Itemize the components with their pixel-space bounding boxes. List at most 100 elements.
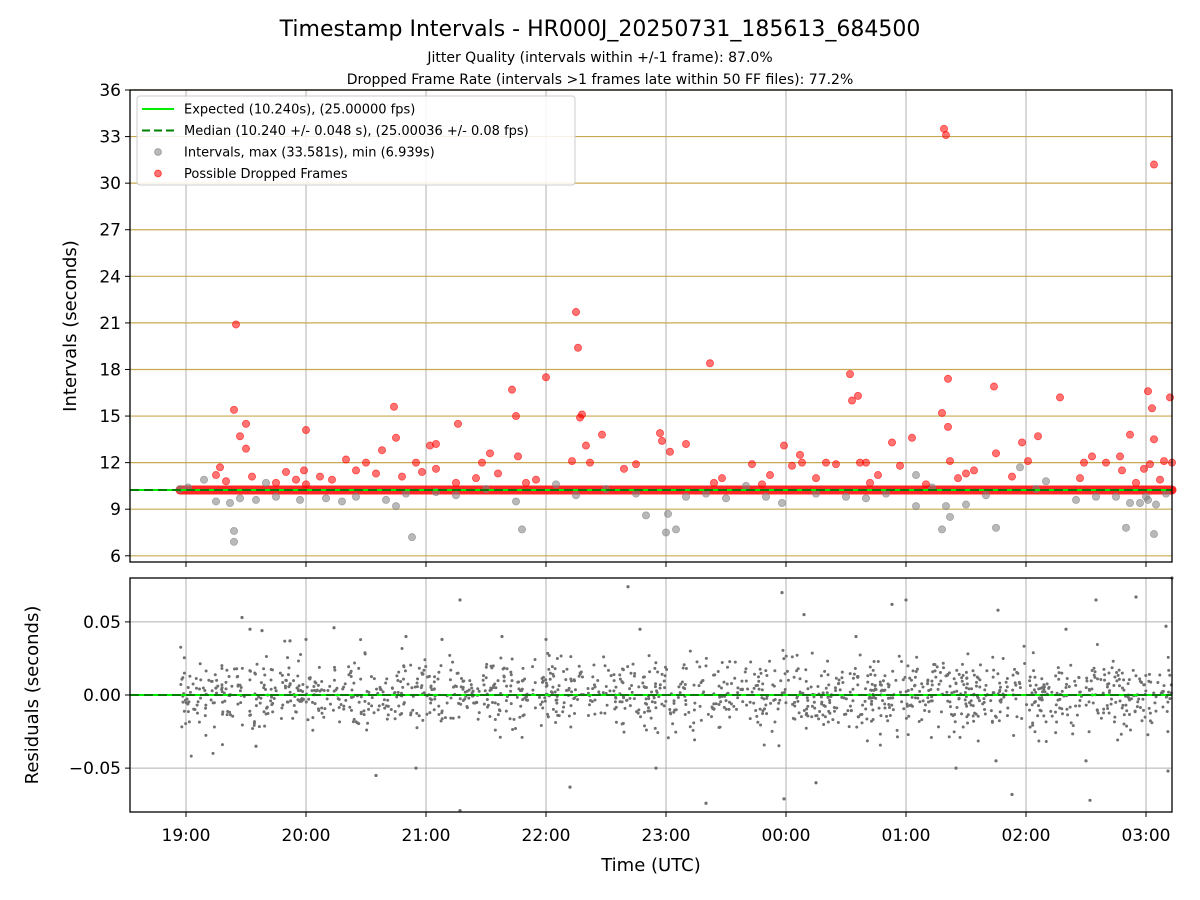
residual-point: [755, 714, 759, 718]
residual-point: [264, 712, 268, 716]
interval-point-16: [391, 502, 400, 511]
residual-point: [948, 700, 952, 704]
residual-point: [363, 651, 367, 655]
residual-point: [680, 680, 684, 684]
residual-point: [375, 687, 379, 691]
intervals-ytick-label-6: 24: [99, 267, 121, 287]
residual-point: [883, 674, 887, 678]
residual-point: [311, 716, 315, 720]
residual-point: [251, 727, 255, 731]
residual-point: [1068, 705, 1072, 709]
residual-point: [273, 686, 277, 690]
residual-point: [553, 690, 557, 694]
residual-point: [654, 661, 658, 665]
dropped-frame-point-24: [397, 472, 406, 481]
residual-point: [714, 702, 718, 706]
residual-point: [869, 702, 873, 706]
residual-point: [186, 685, 190, 689]
residual-point: [194, 676, 198, 680]
residual-point: [395, 674, 399, 678]
residual-point: [647, 654, 651, 658]
residual-point: [514, 726, 518, 730]
residual-point: [1107, 691, 1111, 695]
residual-point: [621, 668, 625, 672]
residual-point: [320, 706, 324, 710]
residual-point: [718, 695, 722, 699]
residual-point: [1040, 696, 1044, 700]
residual-point: [939, 710, 943, 714]
residual-point: [539, 723, 543, 727]
residual-point: [313, 702, 317, 706]
residual-point: [312, 688, 316, 692]
residual-point: [401, 685, 405, 689]
residual-point: [551, 707, 555, 711]
residual-point: [484, 665, 488, 669]
residual-point: [971, 669, 975, 673]
residual-point: [1125, 724, 1129, 728]
residual-point: [663, 665, 667, 669]
residual-point: [285, 700, 289, 704]
residual-point: [837, 678, 841, 682]
residual-point: [1064, 686, 1068, 690]
residual-point: [328, 702, 332, 706]
residual-point: [863, 699, 867, 703]
residual-point: [865, 739, 869, 743]
x-axis-label: Time (UTC): [600, 855, 701, 876]
legend-box: [136, 95, 576, 186]
residual-point: [891, 696, 895, 700]
residual-point: [871, 668, 875, 672]
residual-point: [969, 699, 973, 703]
residual-point: [757, 679, 761, 683]
residual-point: [294, 710, 298, 714]
residual-point: [851, 699, 855, 703]
residual-point: [998, 710, 1002, 714]
residual-point: [699, 718, 703, 722]
residual-point: [198, 662, 202, 666]
residual-point: [756, 720, 760, 724]
residual-point: [509, 684, 513, 688]
dropped-frame-point-58: [718, 474, 727, 483]
residual-point: [1112, 720, 1116, 724]
residual-point: [1069, 721, 1073, 725]
residual-point: [496, 702, 500, 706]
dropped-frame-point-70: [848, 396, 857, 405]
residual-point: [475, 701, 479, 705]
residual-point: [320, 679, 324, 683]
residual-point: [271, 710, 275, 714]
legend-label-2: Intervals, max (33.581s), min (6.939s): [184, 146, 435, 161]
residual-point: [332, 665, 336, 669]
interval-point-3: [211, 497, 220, 506]
residual-point: [437, 713, 441, 717]
residual-point: [656, 731, 660, 735]
residual-point: [1120, 706, 1124, 710]
residual-outlier-29: [996, 608, 1000, 612]
dropped-frame-point-30: [451, 478, 460, 487]
residual-point: [700, 679, 704, 683]
dropped-frame-point-23: [391, 433, 400, 442]
residual-point: [191, 682, 195, 686]
residual-point: [858, 653, 862, 657]
residual-point: [736, 691, 740, 695]
residual-point: [770, 729, 774, 733]
residual-point: [291, 716, 295, 720]
residual-point: [949, 712, 953, 716]
residual-point: [258, 701, 262, 705]
residual-point: [359, 712, 363, 716]
residual-point: [758, 707, 762, 711]
residual-point: [1060, 707, 1064, 711]
residual-point: [732, 704, 736, 708]
residual-point: [279, 716, 283, 720]
residual-point: [795, 653, 799, 657]
dropped-frame-point-63: [788, 461, 797, 470]
residual-point: [765, 673, 769, 677]
residual-point: [1053, 710, 1057, 714]
residual-point: [614, 720, 618, 724]
residual-point: [548, 671, 552, 675]
residual-point: [717, 684, 721, 688]
residual-point: [230, 684, 234, 688]
residual-point: [1109, 702, 1113, 706]
residual-outlier-13: [500, 634, 504, 639]
residual-point: [1075, 713, 1079, 717]
residual-point: [866, 674, 870, 678]
residual-point: [1092, 673, 1096, 677]
